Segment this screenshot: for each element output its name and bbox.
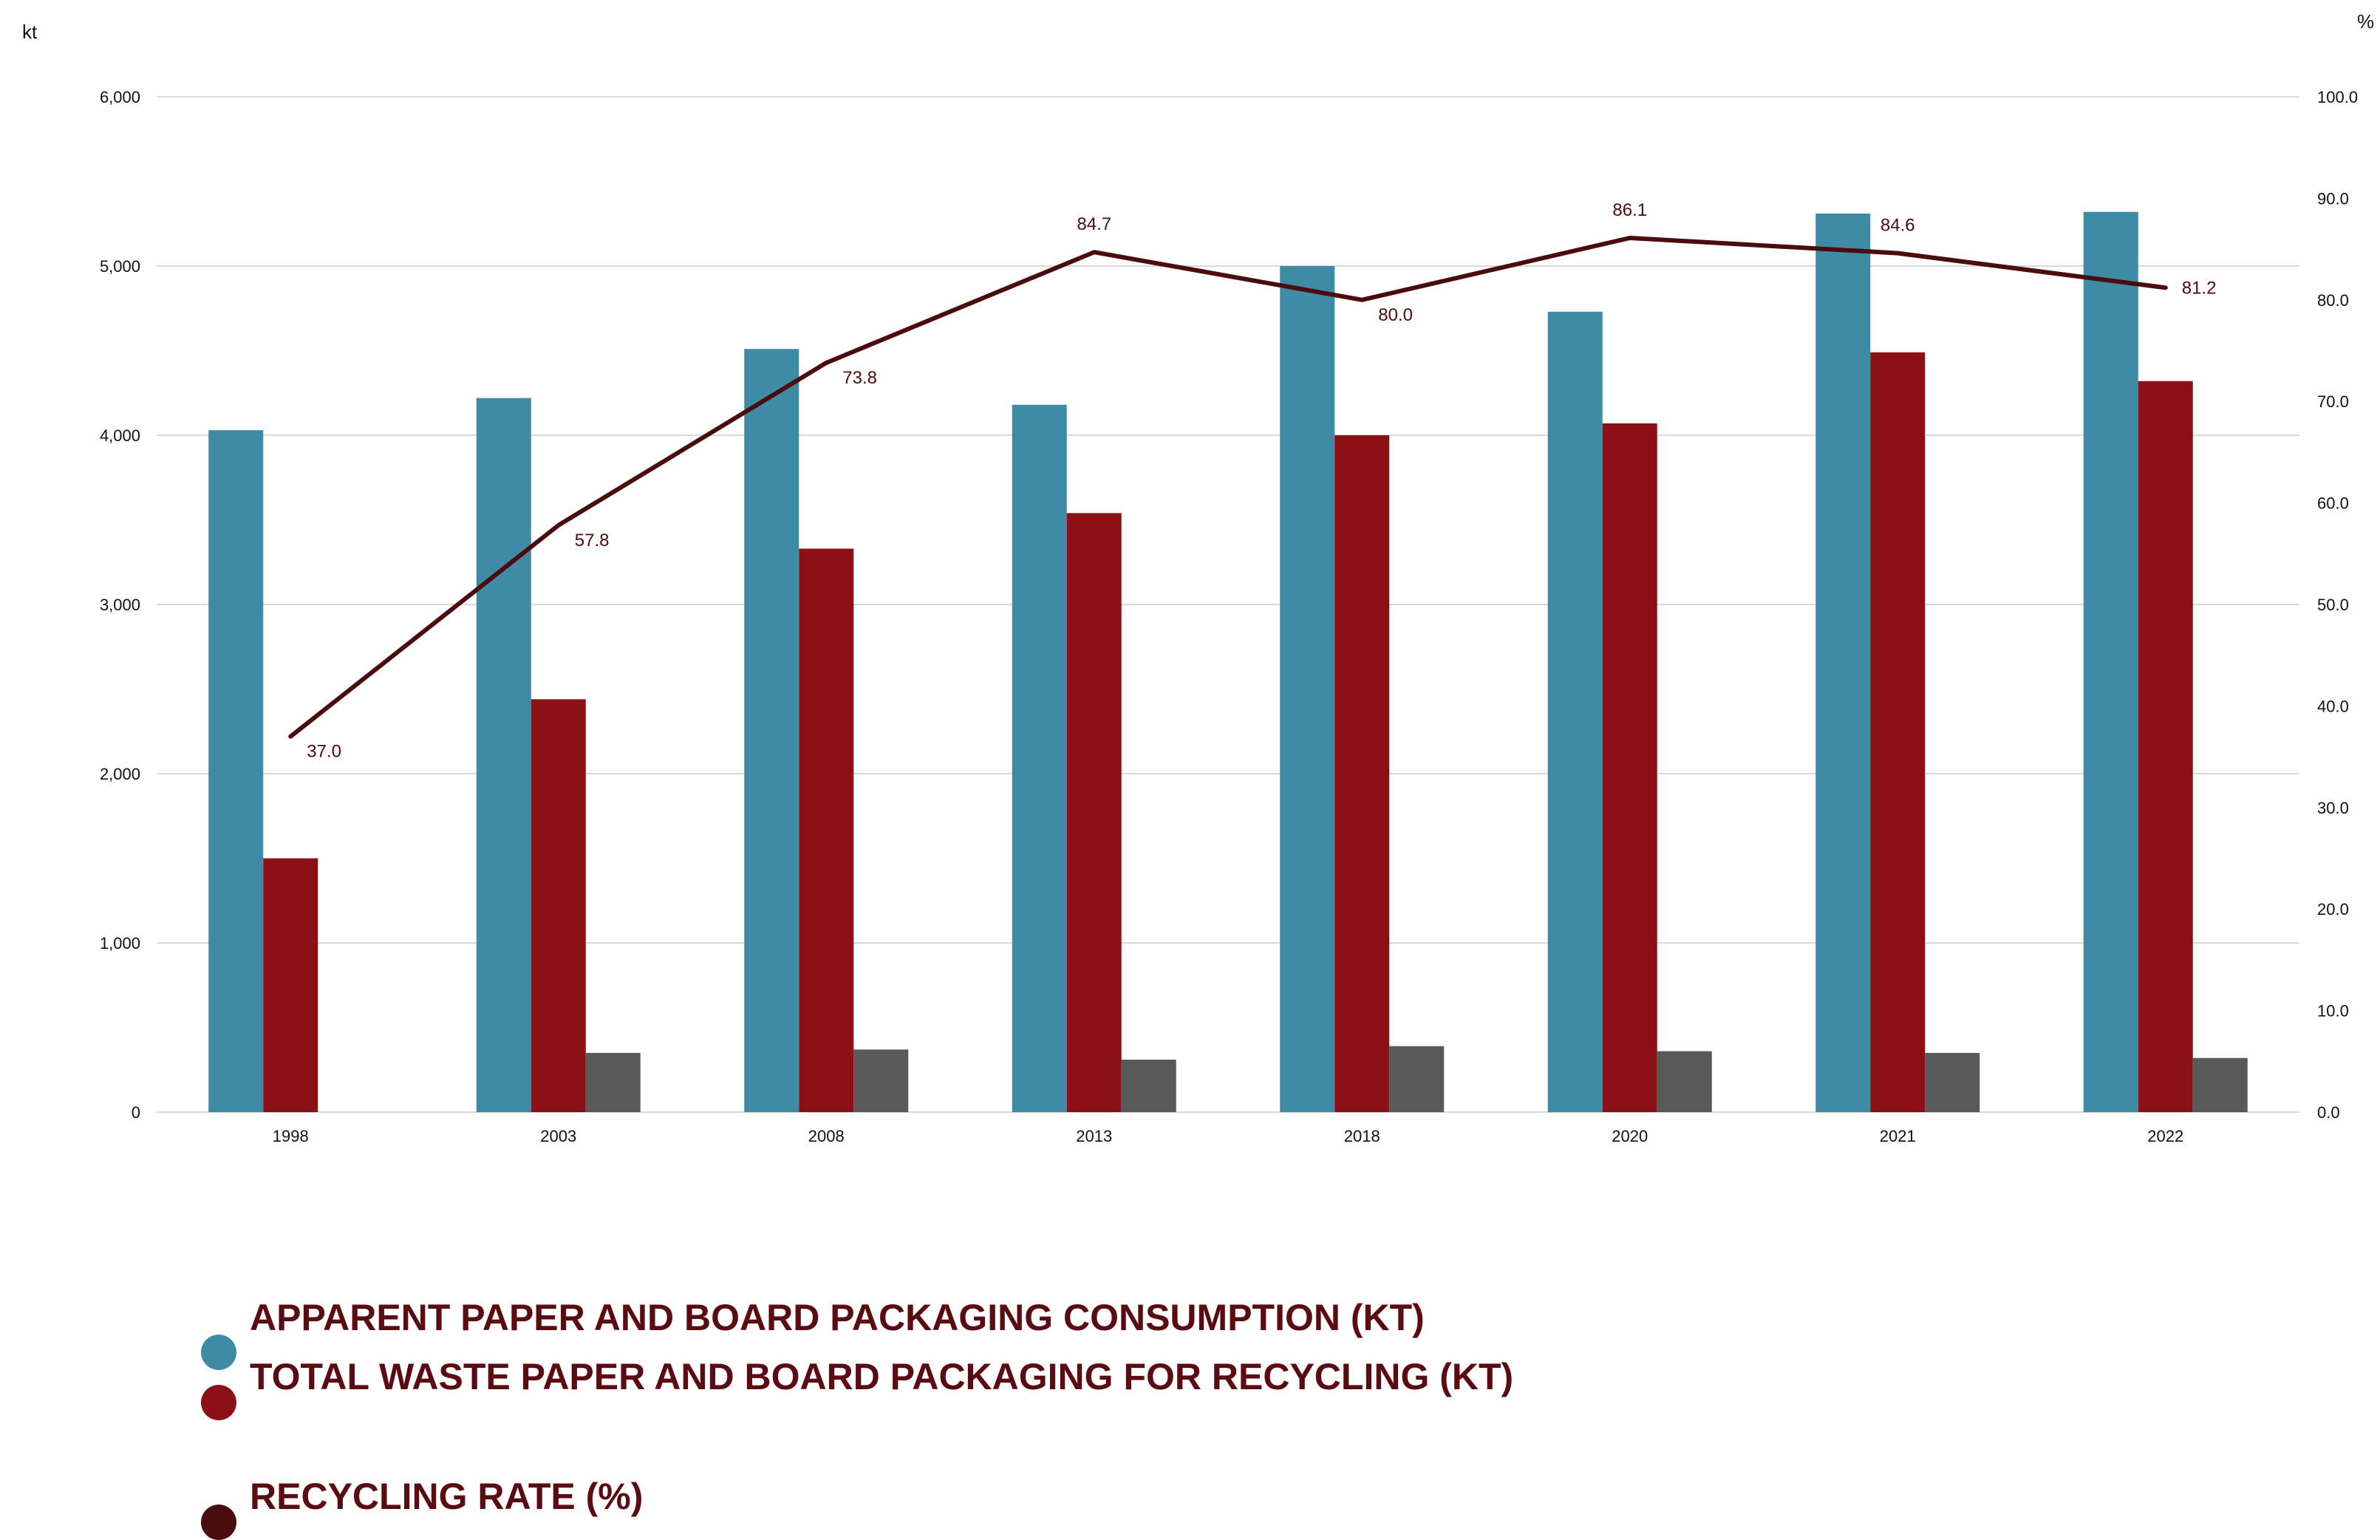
legend-label-waste-for-recycling: TOTAL WASTE PAPER AND BOARD PACKAGING FO… (250, 1356, 1514, 1397)
legend-label-recycling-rate: RECYCLING RATE (%) (250, 1476, 644, 1517)
bar (2083, 211, 2138, 1113)
y-right-tick-label: 0.0 (2317, 1103, 2340, 1122)
legend-label-consumption: APPARENT PAPER AND BOARD PACKAGING CONSU… (250, 1297, 1425, 1338)
bar (1870, 352, 1926, 1112)
bar (853, 1049, 909, 1112)
y-right-tick-label: 80.0 (2317, 291, 2349, 310)
y-right-tick-label: 100.0 (2317, 88, 2358, 106)
recycling-rate-data-label: 57.8 (575, 531, 610, 551)
x-tick-label: 1998 (273, 1127, 309, 1145)
recycling-rate-data-label: 80.0 (1378, 305, 1413, 325)
y-left-tick-label: 4,000 (100, 426, 140, 445)
legend-swatch-recycling-rate (201, 1505, 236, 1540)
recycling-rate-data-label: 84.7 (1077, 214, 1111, 234)
x-tick-label: 2021 (1880, 1127, 1916, 1145)
bar (1925, 1052, 1980, 1112)
bar (1389, 1046, 1445, 1112)
bar (1815, 214, 1871, 1112)
recycling-rate-line: 37.0 57.8 73.8 84.7 80.0 86.1 84.6 81.2 (288, 200, 2217, 762)
bar (531, 699, 586, 1112)
bar (1334, 435, 1390, 1112)
y-right-tick-label: 10.0 (2317, 1002, 2349, 1021)
recycling-rate-polyline (288, 235, 2168, 739)
y-right-tick-label: 40.0 (2317, 697, 2349, 715)
bar (1121, 1060, 1176, 1112)
bar (799, 548, 854, 1112)
left-axis-unit: kt (22, 21, 38, 43)
legend-swatch-consumption (201, 1335, 236, 1370)
x-tick-label: 2020 (1612, 1127, 1648, 1145)
x-tick-label: 2013 (1076, 1127, 1112, 1145)
bars (208, 211, 2248, 1113)
y-right-tick-label: 50.0 (2317, 596, 2349, 614)
bar (744, 349, 799, 1113)
bar (585, 1052, 641, 1112)
bar (1012, 404, 1067, 1112)
axes: 0 1,000 2,000 3,000 4,000 5,000 6,000 0.0 10.0 20… (100, 88, 2358, 1145)
recycling-rate-data-label: 86.1 (1612, 200, 1647, 220)
bar (208, 430, 264, 1112)
recycling-rate-data-label: 37.0 (307, 742, 341, 762)
bar (2192, 1057, 2248, 1112)
recycling-rate-data-label: 73.8 (842, 368, 877, 388)
y-right-tick-label: 60.0 (2317, 494, 2349, 513)
bar (476, 398, 531, 1112)
y-left-tick-label: 0 (132, 1103, 140, 1122)
recycling-rate-data-label: 81.2 (2182, 278, 2217, 298)
y-right-tick-label: 30.0 (2317, 799, 2349, 817)
y-left-tick-label: 2,000 (100, 765, 140, 783)
right-axis-unit: % (2357, 10, 2374, 33)
x-tick-label: 2008 (808, 1127, 845, 1145)
x-tick-label: 2018 (1344, 1127, 1380, 1145)
y-left-tick-label: 1,000 (100, 934, 140, 953)
y-right-tick-label: 20.0 (2317, 900, 2349, 919)
y-left-tick-label: 3,000 (100, 596, 140, 614)
bar (1602, 423, 1657, 1112)
legend-swatch-waste-for-recycling (201, 1385, 236, 1420)
recycling-rate-data-label: 84.6 (1881, 216, 1915, 236)
bar (1280, 266, 1335, 1112)
y-right-tick-label: 90.0 (2317, 189, 2349, 208)
x-tick-label: 2022 (2147, 1127, 2183, 1145)
bar (263, 858, 318, 1112)
x-tick-label: 2003 (540, 1127, 576, 1145)
y-right-tick-label: 70.0 (2317, 392, 2349, 411)
bar (1066, 513, 1122, 1112)
y-left-tick-label: 6,000 (100, 88, 140, 106)
bar (1657, 1051, 1712, 1112)
bar (2138, 381, 2193, 1112)
y-left-tick-label: 5,000 (100, 257, 140, 276)
bar (1547, 311, 1603, 1113)
